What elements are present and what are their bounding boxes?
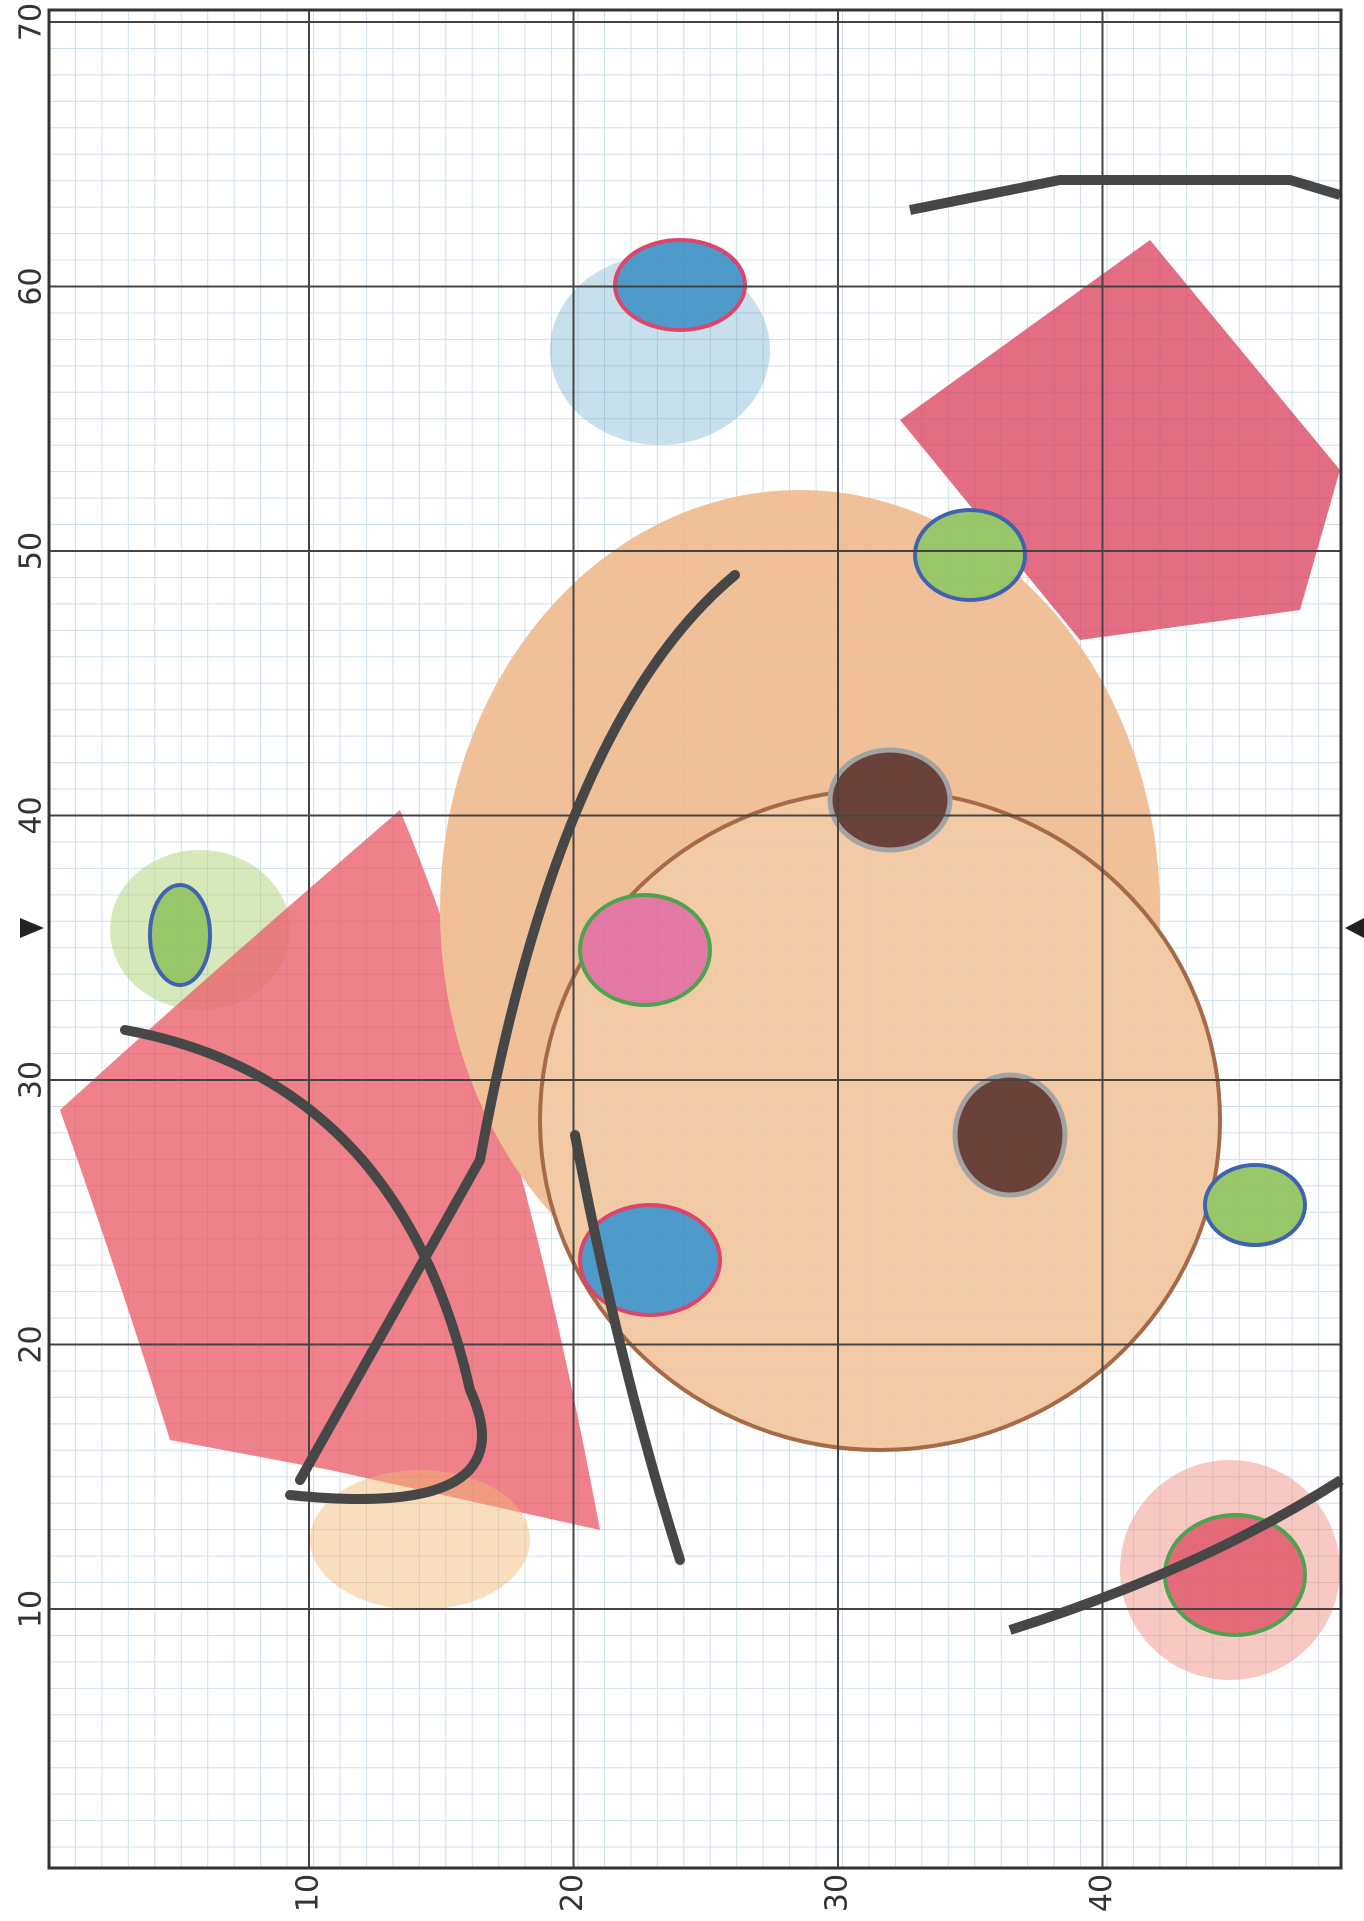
- column-label: 20: [555, 1874, 590, 1912]
- row-label: 60: [14, 267, 49, 305]
- row-label: 40: [14, 796, 49, 834]
- column-label: 30: [820, 1874, 855, 1912]
- outline: [570, 1130, 685, 1565]
- grid-border: [47, 8, 1343, 1870]
- outline: [909, 175, 1342, 215]
- red-bud: [1163, 1513, 1307, 1637]
- green-leaf: [913, 508, 1027, 602]
- blue-bloom: [578, 1203, 722, 1317]
- yellow-dots: [310, 1470, 530, 1610]
- blue-bloom: [613, 238, 747, 332]
- row-label: 10: [14, 1590, 49, 1628]
- eye: [952, 1072, 1068, 1198]
- face: [538, 788, 1222, 1452]
- artwork: [60, 175, 1344, 1680]
- green-leaf: [1203, 1163, 1307, 1247]
- green-leaf: [148, 883, 212, 987]
- pink-flower: [578, 893, 712, 1007]
- outline: [295, 570, 740, 1485]
- outline: [1008, 1475, 1344, 1635]
- center-marker: [20, 918, 44, 938]
- eye: [827, 747, 953, 853]
- column-label: 10: [291, 1874, 326, 1912]
- axis-labels: 70 60 50 40 30 20 10 10 20 30 40: [14, 3, 1120, 1912]
- row-label: 50: [14, 532, 49, 570]
- major-grid: [49, 10, 1341, 1868]
- row-label: 20: [14, 1325, 49, 1363]
- row-label: 30: [14, 1061, 49, 1099]
- column-label: 40: [1084, 1874, 1119, 1912]
- row-label: 70: [14, 3, 49, 41]
- center-marker: [1345, 918, 1364, 938]
